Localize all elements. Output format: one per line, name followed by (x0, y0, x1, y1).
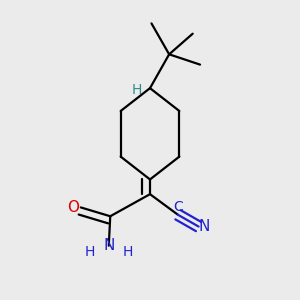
Text: O: O (68, 200, 80, 215)
Text: C: C (173, 200, 183, 214)
Text: N: N (198, 219, 210, 234)
Text: H: H (132, 82, 142, 97)
Text: H: H (123, 244, 133, 259)
Text: H: H (85, 244, 95, 259)
Text: N: N (103, 238, 115, 253)
